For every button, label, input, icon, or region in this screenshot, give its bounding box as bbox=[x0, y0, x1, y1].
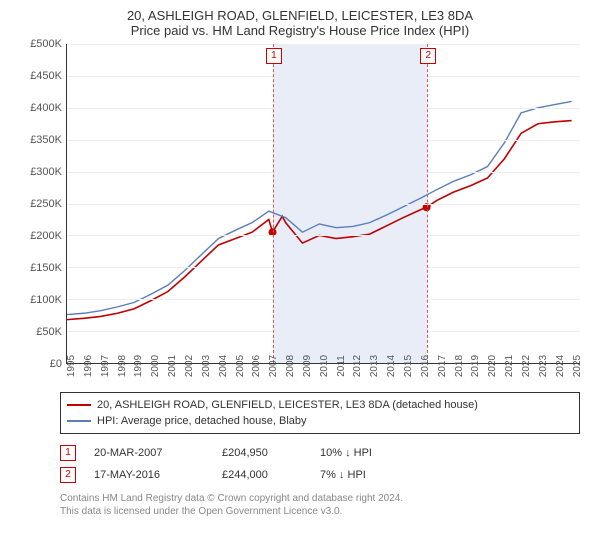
legend-label: 20, ASHLEIGH ROAD, GLENFIELD, LEICESTER,… bbox=[97, 399, 478, 411]
transaction-row: 2 17-MAY-2016 £244,000 7% ↓ HPI bbox=[60, 464, 580, 486]
legend-item: 20, ASHLEIGH ROAD, GLENFIELD, LEICESTER,… bbox=[67, 397, 573, 413]
transaction-delta: 10% ↓ HPI bbox=[320, 447, 430, 459]
x-tick-label: 2011 bbox=[336, 355, 347, 377]
x-tick-label: 2003 bbox=[201, 355, 212, 377]
title-block: 20, ASHLEIGH ROAD, GLENFIELD, LEICESTER,… bbox=[10, 8, 590, 38]
x-tick-label: 2002 bbox=[184, 355, 195, 377]
y-tick-label: £350K bbox=[30, 134, 62, 146]
x-tick-label: 2000 bbox=[150, 355, 161, 377]
legend-swatch bbox=[67, 420, 91, 422]
x-tick-label: 2023 bbox=[538, 355, 549, 377]
x-tick-label: 2007 bbox=[268, 355, 279, 377]
x-tick-label: 2013 bbox=[369, 355, 380, 377]
x-tick-label: 1996 bbox=[83, 355, 94, 377]
x-tick-label: 2022 bbox=[521, 355, 532, 377]
x-tick-label: 1998 bbox=[117, 355, 128, 377]
transaction-date: 17-MAY-2016 bbox=[94, 469, 204, 481]
x-tick-label: 2024 bbox=[555, 355, 566, 377]
x-tick-label: 2021 bbox=[504, 355, 515, 377]
y-tick-label: £200K bbox=[30, 230, 62, 242]
transaction-row-marker: 2 bbox=[60, 467, 76, 483]
x-tick-label: 2015 bbox=[403, 355, 414, 377]
legend-swatch bbox=[67, 404, 91, 406]
x-tick-label: 2008 bbox=[285, 355, 296, 377]
transaction-price: £244,000 bbox=[222, 469, 302, 481]
x-axis: 1995199619971998199920002001200220032004… bbox=[66, 364, 580, 384]
x-tick-label: 2017 bbox=[437, 355, 448, 377]
y-tick-label: £400K bbox=[30, 102, 62, 114]
x-tick-label: 2019 bbox=[470, 355, 481, 377]
y-tick-label: £300K bbox=[30, 166, 62, 178]
transaction-row-marker: 1 bbox=[60, 445, 76, 461]
y-axis: £0£50K£100K£150K£200K£250K£300K£350K£400… bbox=[20, 44, 66, 364]
grid-line-h bbox=[67, 172, 580, 173]
x-tick-label: 2016 bbox=[420, 355, 431, 377]
grid-line-h bbox=[67, 267, 580, 268]
chart: £0 £50K £100K £150K £200K £250K £300K £350K £400… bbox=[20, 44, 580, 384]
x-tick-label: 2010 bbox=[319, 355, 330, 377]
title-line2: Price paid vs. HM Land Registry's House … bbox=[10, 23, 590, 38]
transaction-vline bbox=[427, 44, 428, 363]
grid-line-h bbox=[67, 235, 580, 236]
x-tick-label: 1999 bbox=[133, 355, 144, 377]
x-tick-label: 2001 bbox=[167, 355, 178, 377]
grid-line-h bbox=[67, 44, 580, 45]
series-property_price bbox=[67, 121, 572, 320]
grid-line-h bbox=[67, 204, 580, 205]
title-line1: 20, ASHLEIGH ROAD, GLENFIELD, LEICESTER,… bbox=[10, 8, 590, 23]
x-tick-label: 2014 bbox=[386, 355, 397, 377]
grid-line-h bbox=[67, 76, 580, 77]
transaction-vline bbox=[273, 44, 274, 363]
root: 20, ASHLEIGH ROAD, GLENFIELD, LEICESTER,… bbox=[0, 0, 600, 524]
x-tick-label: 2018 bbox=[454, 355, 465, 377]
footer: Contains HM Land Registry data © Crown c… bbox=[60, 492, 580, 518]
y-tick-label: £450K bbox=[30, 70, 62, 82]
x-tick-label: 2020 bbox=[487, 355, 498, 377]
grid-line-h bbox=[67, 331, 580, 332]
x-tick-label: 1995 bbox=[66, 355, 77, 377]
x-tick-label: 2009 bbox=[302, 355, 313, 377]
grid-line-h bbox=[67, 140, 580, 141]
legend-item: HPI: Average price, detached house, Blab… bbox=[67, 413, 573, 429]
transaction-price: £204,950 bbox=[222, 447, 302, 459]
transaction-table: 1 20-MAR-2007 £204,950 10% ↓ HPI 2 17-MAY-201… bbox=[60, 442, 580, 486]
legend: 20, ASHLEIGH ROAD, GLENFIELD, LEICESTER,… bbox=[60, 392, 580, 434]
x-tick-label: 2004 bbox=[218, 355, 229, 377]
y-tick-label: £250K bbox=[30, 198, 62, 210]
x-tick-label: 2025 bbox=[572, 355, 583, 377]
x-tick-label: 2005 bbox=[235, 355, 246, 377]
y-tick-label: £150K bbox=[30, 262, 62, 274]
transaction-marker-2: 2 bbox=[420, 48, 436, 64]
legend-label: HPI: Average price, detached house, Blab… bbox=[97, 415, 307, 427]
transaction-date: 20-MAR-2007 bbox=[94, 447, 204, 459]
y-tick-label: £100K bbox=[30, 294, 62, 306]
x-tick-label: 2012 bbox=[352, 355, 363, 377]
series-hpi bbox=[67, 101, 572, 314]
footer-line2: This data is licensed under the Open Gov… bbox=[60, 505, 580, 518]
grid-line-h bbox=[67, 299, 580, 300]
y-tick-label: £0 bbox=[50, 358, 62, 370]
transaction-row: 1 20-MAR-2007 £204,950 10% ↓ HPI bbox=[60, 442, 580, 464]
grid-line-h bbox=[67, 108, 580, 109]
transaction-delta: 7% ↓ HPI bbox=[320, 469, 430, 481]
plot-area: 12 bbox=[66, 44, 580, 364]
x-tick-label: 1997 bbox=[100, 355, 111, 377]
y-tick-label: £500K bbox=[30, 38, 62, 50]
transaction-marker-1: 1 bbox=[266, 48, 282, 64]
x-tick-label: 2006 bbox=[251, 355, 262, 377]
y-tick-label: £50K bbox=[36, 326, 62, 338]
footer-line1: Contains HM Land Registry data © Crown c… bbox=[60, 492, 580, 505]
